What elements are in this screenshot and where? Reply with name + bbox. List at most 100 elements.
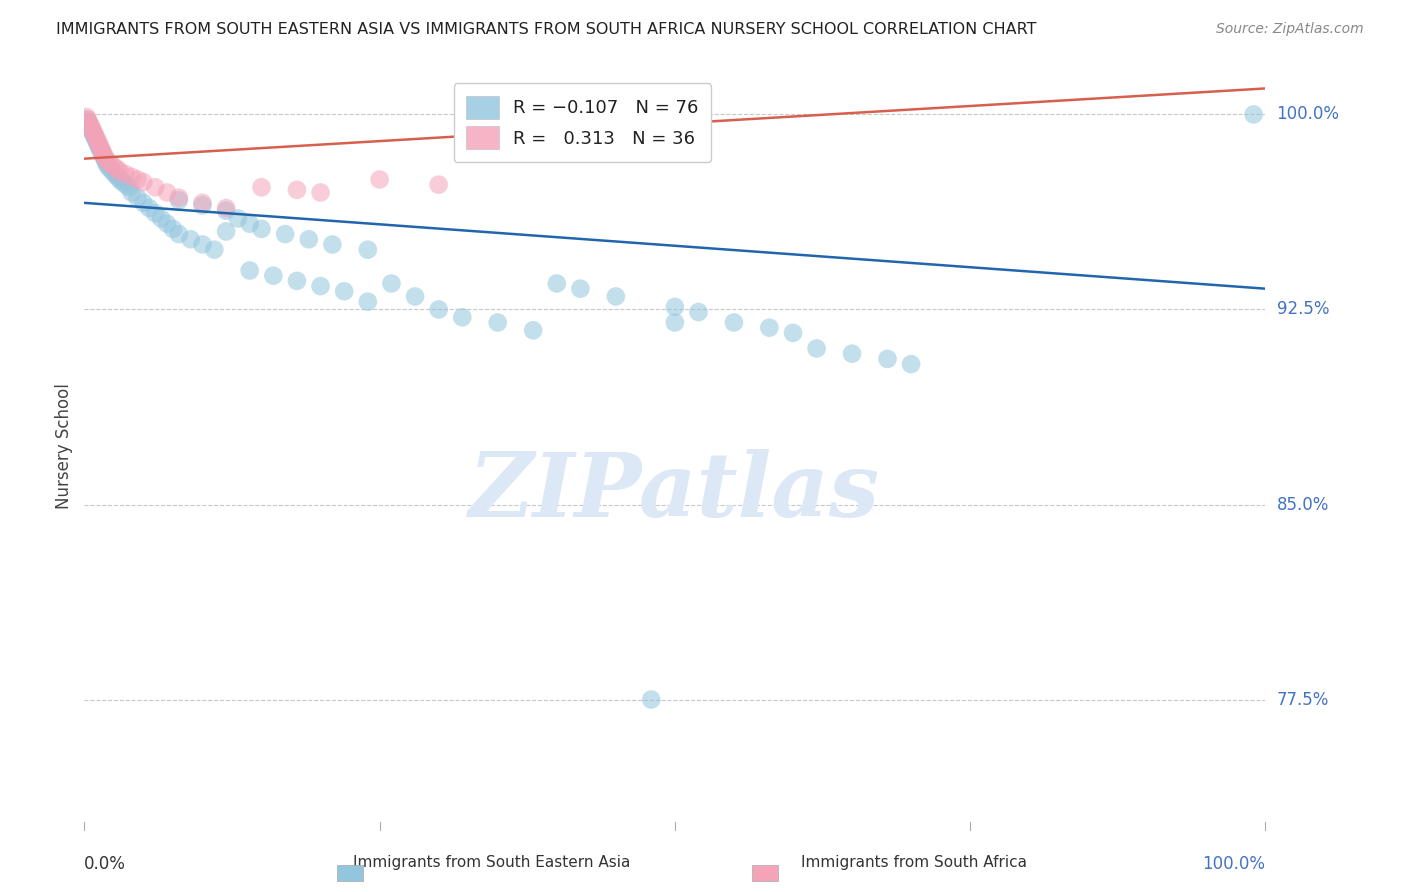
Point [84,131,107,145]
Point [226,211,249,226]
Point [427,302,450,317]
Point [758,320,780,334]
Point [108,172,131,186]
Point [167,227,190,241]
Point [90,141,112,155]
Point [118,180,141,194]
Point [138,201,160,215]
Point [82,123,104,137]
Point [167,194,190,208]
Point [101,164,124,178]
Point [156,217,179,231]
Point [239,217,262,231]
Point [104,167,127,181]
Point [368,172,391,186]
Text: IMMIGRANTS FROM SOUTH EASTERN ASIA VS IMMIGRANTS FROM SOUTH AFRICA NURSERY SCHOO: IMMIGRANTS FROM SOUTH EASTERN ASIA VS IM… [56,22,1036,37]
Point [900,357,922,371]
Point [91,149,114,163]
Point [167,191,190,205]
Point [83,128,105,143]
Point [191,237,214,252]
Point [132,175,155,189]
Point [79,118,101,132]
Point [180,232,202,246]
Point [321,237,343,252]
Point [1243,107,1265,121]
Point [77,112,100,127]
Point [77,115,100,129]
Point [84,128,107,143]
Point [486,316,509,330]
Point [215,224,238,238]
Point [107,162,129,177]
Point [333,285,356,299]
Point [640,692,662,706]
Point [191,195,214,210]
Point [121,169,143,184]
Point [202,243,225,257]
Point [83,126,105,140]
Point [143,180,166,194]
Point [77,118,100,132]
Point [98,157,121,171]
Point [664,300,686,314]
Y-axis label: Nursery School: Nursery School [55,383,73,509]
Text: Source: ZipAtlas.com: Source: ZipAtlas.com [1216,22,1364,37]
Point [357,243,380,257]
Point [127,191,149,205]
Point [250,180,273,194]
Text: 0.0%: 0.0% [84,855,127,872]
Point [806,342,828,356]
Text: 85.0%: 85.0% [1277,496,1329,514]
Point [84,133,107,147]
Point [427,178,450,192]
Point [239,263,262,277]
Point [688,305,710,319]
Text: 100.0%: 100.0% [1277,105,1340,123]
Point [522,323,544,337]
Point [285,274,308,288]
Point [156,186,179,200]
Point [841,347,863,361]
Text: ZIPatlas: ZIPatlas [470,449,880,535]
Point [298,232,321,246]
Point [150,211,173,226]
Point [309,186,332,200]
Point [569,282,592,296]
Point [93,152,115,166]
Point [262,268,284,283]
Point [84,131,107,145]
Point [76,112,98,127]
Text: Immigrants from South Africa: Immigrants from South Africa [801,855,1026,870]
Point [143,206,166,220]
Point [215,203,238,218]
Point [357,294,380,309]
Point [121,186,143,200]
Point [451,310,474,325]
Point [114,178,136,192]
Point [162,222,184,236]
Point [274,227,297,241]
Point [723,316,745,330]
Point [76,110,98,124]
Point [285,183,308,197]
Point [98,162,121,177]
Text: 92.5%: 92.5% [1277,301,1329,318]
Point [215,201,238,215]
Point [97,154,120,169]
Text: Immigrants from South Eastern Asia: Immigrants from South Eastern Asia [353,855,631,870]
Point [90,144,112,158]
Point [93,149,115,163]
Legend: R = −0.107   N = 76, R =   0.313   N = 36: R = −0.107 N = 76, R = 0.313 N = 36 [454,83,711,161]
Point [114,167,136,181]
Point [89,138,111,153]
Point [94,154,117,169]
Point [77,115,100,129]
Point [91,146,114,161]
Point [546,277,568,291]
Point [605,289,627,303]
Point [79,120,101,135]
Point [107,169,129,184]
Point [94,152,117,166]
Point [103,160,125,174]
